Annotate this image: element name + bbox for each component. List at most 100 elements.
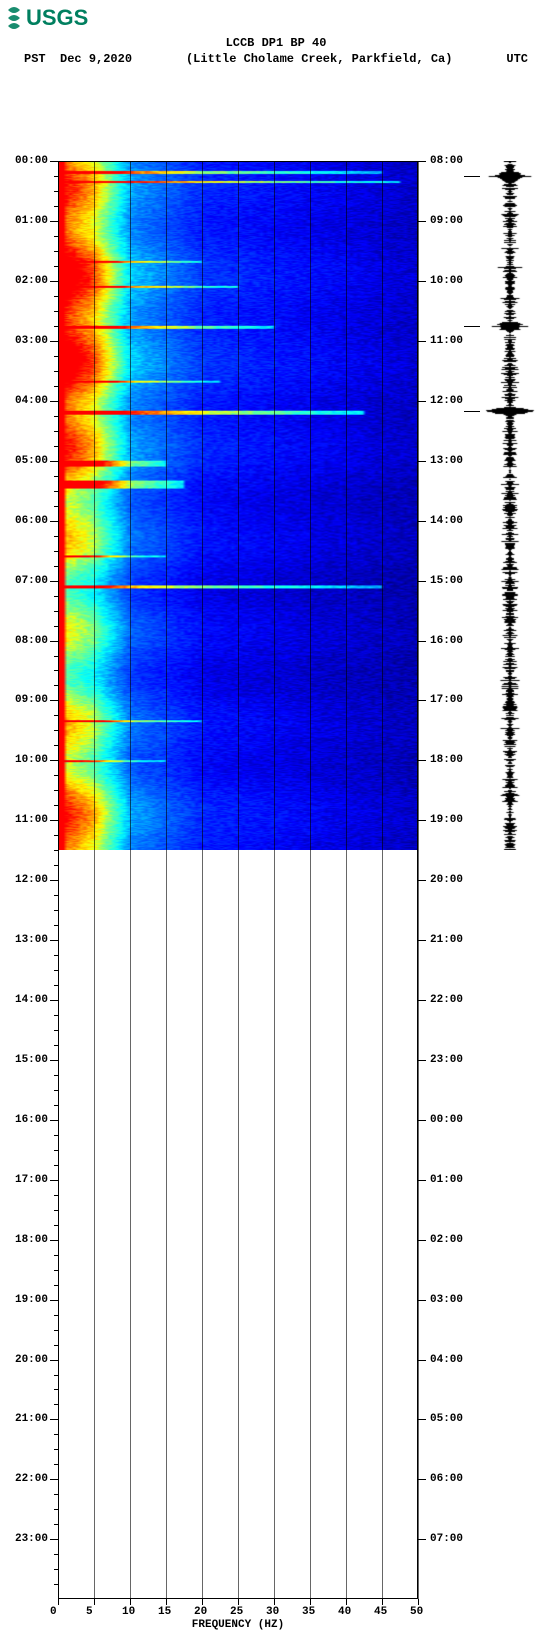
waveform-trace bbox=[480, 161, 540, 850]
y-tick-label-left: 00:00 bbox=[8, 155, 48, 167]
event-marker bbox=[464, 411, 480, 412]
y-tick-left bbox=[50, 221, 58, 222]
y-tick-left bbox=[50, 581, 58, 582]
x-gridline bbox=[346, 161, 347, 1599]
y-tick-label-right: 08:00 bbox=[430, 155, 463, 167]
y-tick-label-right: 02:00 bbox=[430, 1234, 463, 1246]
y-minor-tick bbox=[54, 176, 58, 177]
y-minor-tick bbox=[54, 985, 58, 986]
y-tick-left bbox=[50, 161, 58, 162]
y-minor-tick bbox=[54, 1210, 58, 1211]
y-tick-right bbox=[418, 581, 426, 582]
y-minor-tick bbox=[54, 1195, 58, 1196]
x-gridline bbox=[166, 161, 167, 1599]
x-gridline bbox=[94, 161, 95, 1599]
spectrogram-plot: 05101520253035404550FREQUENCY (HZ)00:000… bbox=[0, 73, 552, 1649]
y-minor-tick bbox=[54, 611, 58, 612]
y-tick-label-right: 23:00 bbox=[430, 1054, 463, 1066]
y-tick-label-right: 19:00 bbox=[430, 814, 463, 826]
y-tick-label-left: 07:00 bbox=[8, 575, 48, 587]
y-tick-left bbox=[50, 1539, 58, 1540]
y-tick-label-right: 15:00 bbox=[430, 575, 463, 587]
y-tick-label-left: 08:00 bbox=[8, 635, 48, 647]
y-minor-tick bbox=[54, 835, 58, 836]
y-tick-label-right: 06:00 bbox=[430, 1473, 463, 1485]
y-minor-tick bbox=[54, 296, 58, 297]
y-minor-tick bbox=[54, 1045, 58, 1046]
y-minor-tick bbox=[54, 626, 58, 627]
y-minor-tick bbox=[54, 1509, 58, 1510]
y-tick-left bbox=[50, 940, 58, 941]
x-tick-label: 35 bbox=[302, 1606, 315, 1618]
y-minor-tick bbox=[54, 1554, 58, 1555]
y-tick-label-left: 14:00 bbox=[8, 994, 48, 1006]
y-tick-left bbox=[50, 461, 58, 462]
y-tick-left bbox=[50, 341, 58, 342]
y-minor-tick bbox=[54, 506, 58, 507]
y-tick-right bbox=[418, 281, 426, 282]
y-tick-left bbox=[50, 760, 58, 761]
y-minor-tick bbox=[54, 745, 58, 746]
y-minor-tick bbox=[54, 1075, 58, 1076]
y-tick-label-right: 17:00 bbox=[430, 694, 463, 706]
x-gridline bbox=[238, 161, 239, 1599]
y-tick-label-left: 02:00 bbox=[8, 275, 48, 287]
y-minor-tick bbox=[54, 371, 58, 372]
y-minor-tick bbox=[54, 491, 58, 492]
y-tick-label-left: 17:00 bbox=[8, 1174, 48, 1186]
y-tick-right bbox=[418, 940, 426, 941]
y-minor-tick bbox=[54, 730, 58, 731]
y-tick-label-right: 03:00 bbox=[430, 1294, 463, 1306]
x-gridline bbox=[310, 161, 311, 1599]
y-minor-tick bbox=[54, 1150, 58, 1151]
x-gridline bbox=[274, 161, 275, 1599]
y-minor-tick bbox=[54, 206, 58, 207]
y-tick-label-right: 11:00 bbox=[430, 335, 463, 347]
y-tick-label-right: 05:00 bbox=[430, 1413, 463, 1425]
y-minor-tick bbox=[54, 476, 58, 477]
y-minor-tick bbox=[54, 1090, 58, 1091]
y-tick-label-left: 19:00 bbox=[8, 1294, 48, 1306]
y-tick-label-left: 23:00 bbox=[8, 1533, 48, 1545]
x-tick-label: 5 bbox=[86, 1606, 93, 1618]
y-tick-label-right: 14:00 bbox=[430, 515, 463, 527]
y-tick-left bbox=[50, 1240, 58, 1241]
y-tick-right bbox=[418, 461, 426, 462]
y-minor-tick bbox=[54, 266, 58, 267]
y-tick-right bbox=[418, 221, 426, 222]
y-tick-left bbox=[50, 1419, 58, 1420]
x-tick-label: 30 bbox=[266, 1606, 279, 1618]
y-tick-label-right: 04:00 bbox=[430, 1354, 463, 1366]
x-gridline bbox=[58, 161, 59, 1599]
x-tick bbox=[310, 1599, 311, 1605]
y-minor-tick bbox=[54, 386, 58, 387]
y-tick-label-left: 03:00 bbox=[8, 335, 48, 347]
y-minor-tick bbox=[54, 1225, 58, 1226]
y-tick-label-left: 09:00 bbox=[8, 694, 48, 706]
y-tick-left bbox=[50, 521, 58, 522]
y-tick-label-left: 21:00 bbox=[8, 1413, 48, 1425]
y-tick-label-left: 22:00 bbox=[8, 1473, 48, 1485]
y-tick-label-left: 01:00 bbox=[8, 215, 48, 227]
y-minor-tick bbox=[54, 715, 58, 716]
y-minor-tick bbox=[54, 1584, 58, 1585]
x-gridline bbox=[202, 161, 203, 1599]
y-tick-left bbox=[50, 1000, 58, 1001]
y-minor-tick bbox=[54, 955, 58, 956]
y-minor-tick bbox=[54, 1330, 58, 1331]
y-tick-right bbox=[418, 1419, 426, 1420]
y-minor-tick bbox=[54, 191, 58, 192]
y-tick-left bbox=[50, 1060, 58, 1061]
y-tick-right bbox=[418, 1120, 426, 1121]
title-line1: LCCB DP1 BP 40 bbox=[0, 36, 552, 52]
x-tick bbox=[418, 1599, 419, 1605]
y-minor-tick bbox=[54, 670, 58, 671]
y-minor-tick bbox=[54, 1389, 58, 1390]
y-minor-tick bbox=[54, 1464, 58, 1465]
x-tick-label: 25 bbox=[230, 1606, 243, 1618]
y-tick-right bbox=[418, 521, 426, 522]
y-minor-tick bbox=[54, 1255, 58, 1256]
y-tick-label-right: 12:00 bbox=[430, 395, 463, 407]
x-tick-label: 15 bbox=[158, 1606, 171, 1618]
y-tick-right bbox=[418, 1180, 426, 1181]
